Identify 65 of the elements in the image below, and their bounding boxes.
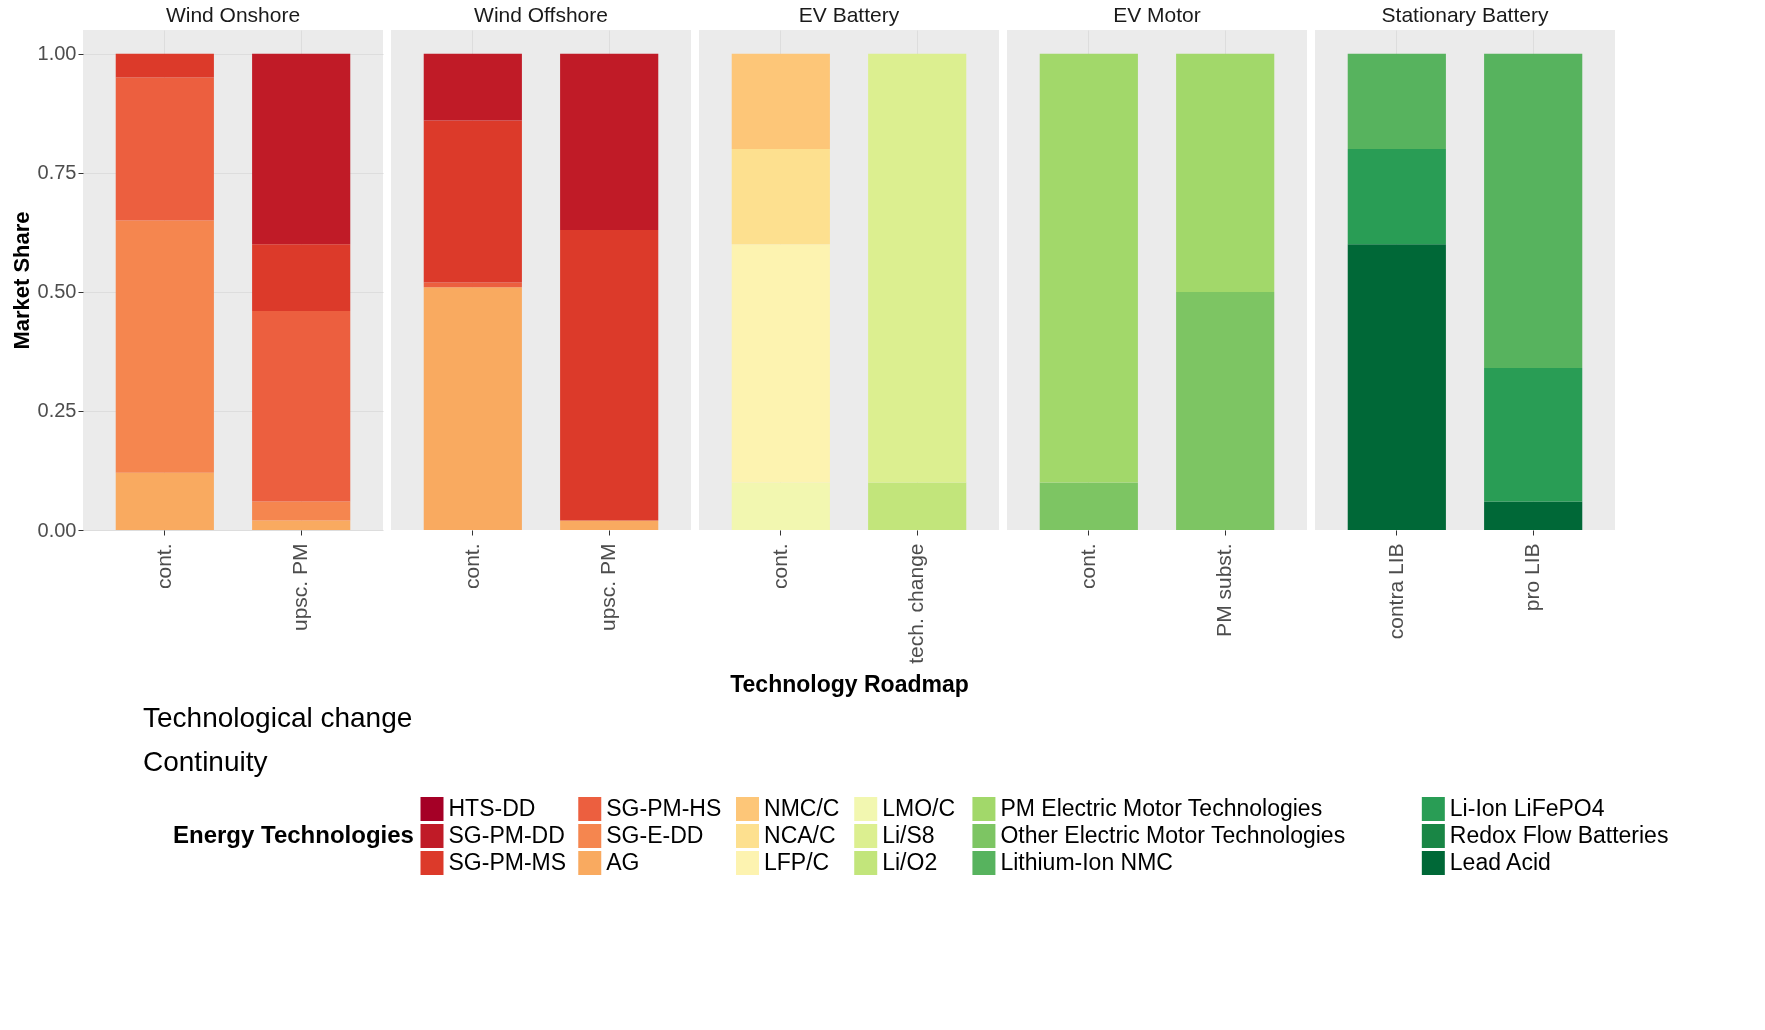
bar (1484, 53, 1583, 369)
x-tick-label: cont. (151, 543, 175, 590)
legend-label: NMC/C (764, 795, 840, 821)
legend-label: SG-PM-HS (606, 795, 722, 821)
y-tick-label: 0.75 (37, 161, 77, 184)
bar (115, 220, 214, 473)
legend-label: NCA/C (764, 822, 836, 848)
bar (115, 472, 214, 530)
legend-label: SG-E-DD (606, 822, 704, 848)
legend-label: Lithium-Ion NMC (1000, 849, 1173, 875)
chart-title: Wind Onshore (165, 3, 301, 26)
bar (560, 520, 659, 530)
x-axis-title: Technology Roadmap (730, 670, 969, 697)
text: Continuity (143, 746, 268, 777)
bar (560, 230, 659, 521)
bar (115, 77, 214, 221)
x-tick-label: pro LIB (1520, 543, 1544, 612)
text: Technological change (143, 702, 413, 733)
legend-label: PM Electric Motor Technologies (1000, 795, 1323, 821)
legend-label: Li/S8 (882, 822, 935, 848)
chart-title: Wind Offshore (474, 3, 608, 26)
legend-title: Energy Technologies (173, 821, 414, 848)
bar (115, 53, 214, 78)
x-tick-label: cont. (459, 543, 483, 590)
bar (423, 120, 522, 283)
bar (423, 282, 522, 288)
bar (252, 53, 351, 245)
legend-label: Li-Ion LiFePO4 (1449, 795, 1605, 821)
chart-title: Stationary Battery (1381, 3, 1549, 26)
bar (1347, 53, 1446, 150)
y-axis-title: Market Share (8, 211, 34, 350)
legend-label: Lead Acid (1449, 849, 1551, 875)
bar (1484, 501, 1583, 530)
x-tick-label: cont. (1075, 543, 1099, 590)
chart-title: EV Motor (1113, 3, 1201, 26)
bar (1347, 244, 1446, 530)
bar (1484, 368, 1583, 502)
bar (423, 53, 522, 121)
bar (423, 287, 522, 530)
legend-label: Redox Flow Batteries (1449, 822, 1669, 848)
legend-label: Other Electric Motor Technologies (1000, 822, 1346, 848)
bar (252, 520, 351, 530)
legend-label: SG-PM-MS (448, 849, 567, 875)
y-tick-label: 0.00 (37, 518, 77, 541)
legend-label: LFP/C (764, 849, 830, 875)
legend-label: SG-PM-DD (448, 822, 565, 848)
x-tick-label: upsc. PM (288, 543, 312, 632)
x-tick-label: upsc. PM (596, 543, 620, 632)
legend-label: AG (606, 849, 640, 875)
y-tick-label: 0.50 (37, 280, 77, 303)
bar (252, 310, 351, 502)
bar (252, 244, 351, 311)
bar (560, 53, 659, 230)
y-tick-label: 0.25 (37, 399, 77, 422)
legend-label: Li/O2 (882, 849, 938, 875)
x-tick-label: PM subst. (1212, 543, 1236, 637)
bar (1347, 149, 1446, 245)
legend-label: LMO/C (882, 795, 956, 821)
legend-label: HTS-DD (448, 795, 536, 821)
x-tick-label: cont. (767, 543, 791, 590)
chart-title: EV Battery (798, 3, 900, 26)
y-tick-label: 1.00 (37, 42, 77, 65)
x-tick-label: tech. change (904, 543, 928, 664)
x-tick-label: contra LIB (1383, 543, 1407, 640)
bar (252, 501, 351, 521)
